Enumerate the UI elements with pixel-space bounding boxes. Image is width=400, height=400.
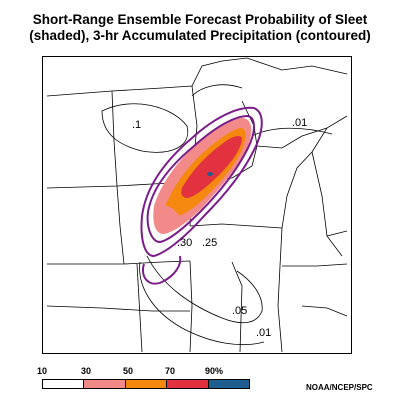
legend-swatch — [208, 380, 250, 388]
legend-label: 90% — [204, 366, 224, 376]
map-title: Short-Range Ensemble Forecast Probabilit… — [0, 12, 400, 44]
contour-label: .25 — [202, 237, 217, 249]
contour-labels: .1 .01 .05 .01 .25 .30 — [132, 117, 307, 339]
prob-70-90-area — [181, 136, 242, 198]
forecast-map: .1 .01 .05 .01 .25 .30 — [42, 56, 352, 354]
legend-label: 50 — [122, 366, 134, 376]
precip-contours — [101, 84, 333, 346]
legend-swatch — [43, 380, 85, 388]
contour-label: .1 — [132, 119, 141, 131]
sleet-probability-shading — [153, 118, 252, 234]
legend-label: 10 — [36, 366, 48, 376]
contour-label: .01 — [256, 327, 271, 339]
title-line-1: Short-Range Ensemble Forecast Probabilit… — [32, 12, 368, 27]
contour-label: .30 — [177, 237, 192, 249]
contour-label: .05 — [232, 305, 247, 317]
legend-label: 70 — [164, 366, 176, 376]
prob-90-spot — [207, 172, 213, 176]
legend-swatch — [84, 380, 126, 388]
probability-legend: 10 30 50 70 90% — [37, 366, 252, 392]
legend-label: 30 — [80, 366, 92, 376]
prob-10-30-band — [157, 202, 180, 227]
credit-text: NOAA/NCEP/SPC — [306, 383, 373, 392]
legend-color-bar — [42, 379, 250, 389]
legend-labels: 10 30 50 70 90% — [37, 366, 252, 378]
legend-swatch — [125, 380, 168, 388]
sleet-outline-contours — [140, 106, 263, 285]
title-line-2: (shaded), 3-hr Accumulated Precipitation… — [29, 28, 371, 43]
contour-label: .01 — [292, 117, 307, 129]
legend-swatch — [167, 380, 209, 388]
